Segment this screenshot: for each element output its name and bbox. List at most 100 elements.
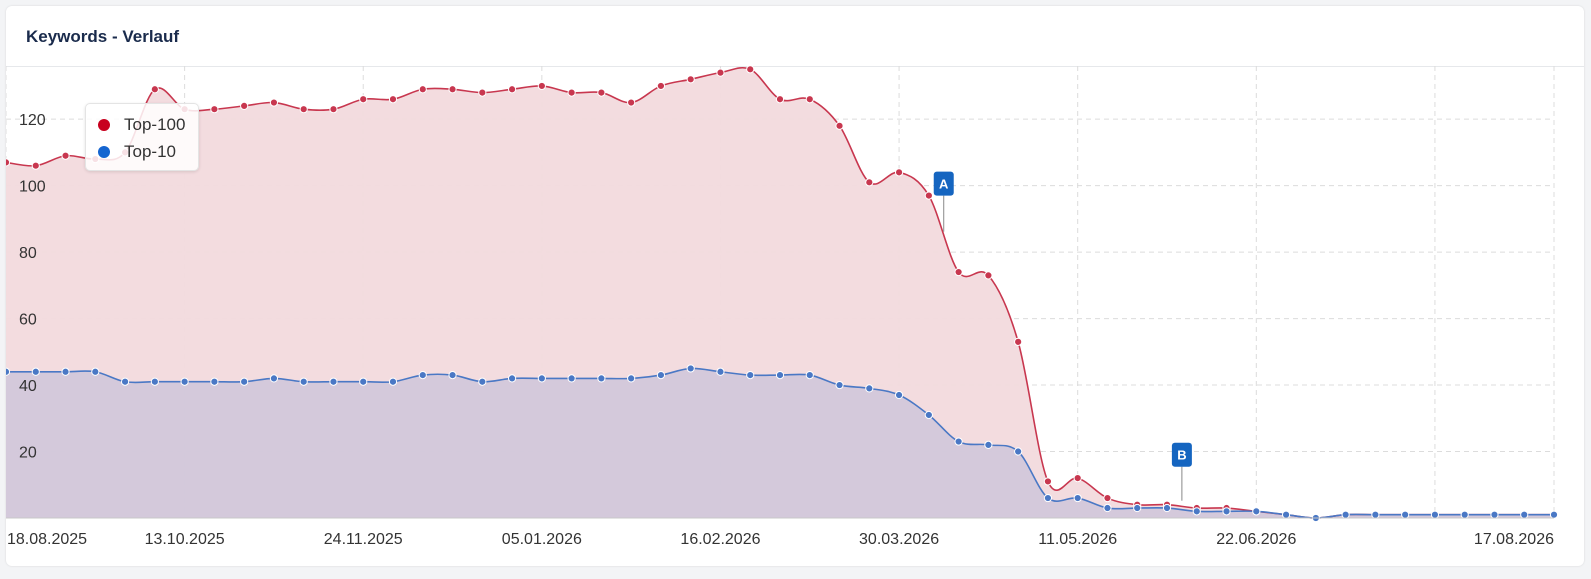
point-top100[interactable] bbox=[537, 81, 546, 91]
point-top10[interactable] bbox=[567, 374, 576, 383]
point-top10[interactable] bbox=[1430, 510, 1440, 519]
annotation-marker-a[interactable] bbox=[933, 171, 954, 196]
point-top10[interactable] bbox=[1371, 510, 1380, 519]
point-top100[interactable] bbox=[567, 88, 576, 97]
point-top10[interactable] bbox=[1520, 510, 1529, 519]
point-top10[interactable] bbox=[478, 377, 487, 386]
point-top10[interactable] bbox=[597, 374, 606, 383]
point-top100[interactable] bbox=[656, 81, 666, 91]
point-top10[interactable] bbox=[954, 437, 963, 446]
point-top100[interactable] bbox=[954, 267, 963, 277]
point-top10[interactable] bbox=[418, 370, 427, 380]
point-top10[interactable] bbox=[805, 370, 814, 380]
point-top100[interactable] bbox=[1014, 337, 1023, 346]
point-top100[interactable] bbox=[835, 121, 844, 130]
point-top10[interactable] bbox=[61, 367, 70, 376]
point-top100[interactable] bbox=[716, 68, 725, 77]
point-top10[interactable] bbox=[1460, 510, 1469, 519]
point-top10[interactable] bbox=[656, 370, 666, 380]
point-top10[interactable] bbox=[6, 367, 11, 376]
point-top10[interactable] bbox=[150, 377, 159, 386]
point-top100[interactable] bbox=[865, 178, 874, 187]
point-top100[interactable] bbox=[329, 105, 338, 114]
point-top10[interactable] bbox=[1133, 503, 1142, 513]
y-tick-label: 60 bbox=[19, 312, 37, 329]
point-top100[interactable] bbox=[210, 105, 219, 114]
point-top10[interactable] bbox=[269, 374, 279, 383]
point-top10[interactable] bbox=[1192, 507, 1201, 516]
point-top100[interactable] bbox=[627, 98, 636, 107]
point-top10[interactable] bbox=[1281, 510, 1291, 519]
point-top100[interactable] bbox=[1103, 493, 1112, 503]
point-top10[interactable] bbox=[627, 374, 636, 383]
point-top10[interactable] bbox=[865, 384, 874, 393]
legend-item-top10[interactable]: Top-10 bbox=[98, 142, 176, 162]
point-top100[interactable] bbox=[418, 85, 427, 94]
point-top10[interactable] bbox=[1222, 507, 1231, 516]
point-top100[interactable] bbox=[31, 161, 40, 170]
point-top10[interactable] bbox=[1043, 493, 1053, 503]
keywords-chart-card: Keywords - Verlauf 20 40 60 80 100 120 18.08.2… bbox=[6, 6, 1584, 566]
point-top100[interactable] bbox=[805, 95, 814, 104]
point-top100[interactable] bbox=[686, 75, 695, 84]
point-top100[interactable] bbox=[61, 151, 70, 160]
point-top10[interactable] bbox=[835, 380, 844, 390]
point-top10[interactable] bbox=[329, 377, 338, 386]
point-top10[interactable] bbox=[31, 367, 40, 376]
point-top10[interactable] bbox=[894, 390, 904, 400]
point-top10[interactable] bbox=[775, 370, 785, 380]
point-top10[interactable] bbox=[180, 377, 189, 386]
point-top10[interactable] bbox=[359, 377, 368, 386]
point-top10[interactable] bbox=[120, 377, 130, 386]
point-top100[interactable] bbox=[6, 158, 11, 167]
point-top100[interactable] bbox=[269, 98, 279, 107]
point-top10[interactable] bbox=[1103, 503, 1112, 513]
point-top100[interactable] bbox=[388, 95, 398, 104]
annotation-marker-b[interactable] bbox=[1171, 442, 1192, 467]
point-top10[interactable] bbox=[240, 377, 249, 386]
point-top100[interactable] bbox=[150, 85, 159, 94]
point-top100[interactable] bbox=[597, 88, 606, 97]
point-top100[interactable] bbox=[448, 85, 457, 94]
point-top100[interactable] bbox=[746, 65, 755, 74]
point-top10[interactable] bbox=[1490, 510, 1499, 519]
point-top100[interactable] bbox=[299, 105, 308, 114]
point-top10[interactable] bbox=[984, 440, 993, 449]
point-top10[interactable] bbox=[299, 377, 308, 386]
point-top10[interactable] bbox=[924, 410, 933, 420]
point-top10[interactable] bbox=[716, 367, 725, 376]
point-top10[interactable] bbox=[507, 374, 517, 383]
point-top10[interactable] bbox=[1252, 507, 1261, 516]
point-top100[interactable] bbox=[984, 271, 993, 280]
legend-item-top100[interactable]: Top-100 bbox=[98, 115, 185, 135]
y-tick-label: 120 bbox=[19, 112, 46, 129]
point-top10[interactable] bbox=[388, 377, 398, 386]
point-top100[interactable] bbox=[775, 95, 785, 104]
point-top10[interactable] bbox=[746, 370, 755, 380]
point-top10[interactable] bbox=[1014, 447, 1023, 456]
point-top10[interactable] bbox=[686, 364, 695, 373]
point-top10[interactable] bbox=[448, 370, 457, 380]
point-top100[interactable] bbox=[478, 88, 487, 97]
point-top100[interactable] bbox=[894, 168, 904, 177]
x-tick-label: 22.06.2026 bbox=[1216, 531, 1296, 548]
point-top10[interactable] bbox=[1162, 503, 1172, 513]
card-title: Keywords - Verlauf bbox=[26, 27, 180, 46]
point-top10[interactable] bbox=[537, 374, 546, 383]
point-top10[interactable] bbox=[1073, 493, 1082, 503]
legend-label-top10: Top-10 bbox=[124, 142, 176, 161]
y-tick-label: 100 bbox=[19, 179, 46, 196]
point-top10[interactable] bbox=[1401, 510, 1410, 519]
point-top100[interactable] bbox=[359, 95, 368, 104]
point-top10[interactable] bbox=[91, 367, 100, 376]
y-tick-label: 40 bbox=[19, 378, 37, 395]
point-top100[interactable] bbox=[1073, 474, 1082, 483]
point-top100[interactable] bbox=[1043, 477, 1053, 486]
point-top100[interactable] bbox=[924, 191, 933, 200]
point-top100[interactable] bbox=[507, 85, 517, 94]
x-tick-label: 24.11.2025 bbox=[324, 531, 403, 548]
point-top10[interactable] bbox=[1341, 510, 1350, 519]
point-top10[interactable] bbox=[1549, 510, 1559, 519]
point-top100[interactable] bbox=[240, 101, 249, 110]
point-top10[interactable] bbox=[210, 377, 219, 386]
